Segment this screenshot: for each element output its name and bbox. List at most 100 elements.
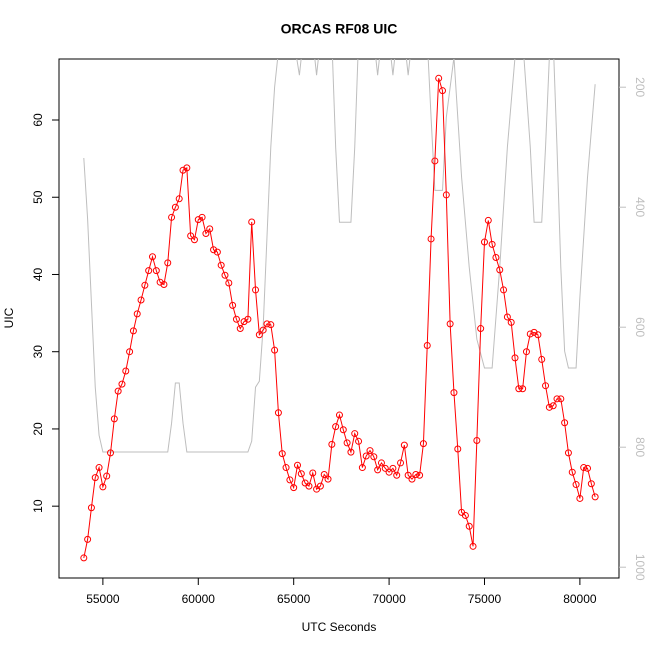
data-point: [141, 281, 149, 289]
data-point: [454, 445, 462, 453]
data-point: [439, 87, 447, 95]
data-point: [431, 157, 439, 165]
data-point: [473, 437, 481, 445]
data-point: [351, 430, 359, 438]
data-point: [190, 236, 198, 244]
plot-frame: [58, 58, 620, 579]
data-point: [343, 439, 351, 447]
data-point: [377, 459, 385, 467]
data-point: [404, 471, 412, 479]
x-tick-label: 80000: [563, 592, 597, 606]
data-point: [488, 240, 496, 248]
data-point: [500, 286, 508, 294]
data-point: [221, 271, 229, 279]
data-point: [522, 348, 530, 356]
data-point: [442, 191, 450, 199]
data-point: [99, 483, 107, 491]
data-point: [362, 452, 370, 460]
data-point: [549, 402, 557, 410]
data-point: [530, 328, 538, 336]
data-point: [171, 203, 179, 211]
data-point: [126, 348, 134, 356]
data-point: [332, 423, 340, 431]
data-point: [568, 468, 576, 476]
data-point: [137, 296, 145, 304]
data-point: [175, 195, 183, 203]
data-point: [91, 474, 99, 482]
data-point: [145, 267, 153, 275]
data-point: [419, 440, 427, 448]
data-point: [557, 395, 565, 403]
plot-area: [80, 59, 599, 562]
data-point: [229, 301, 237, 309]
data-point: [324, 475, 332, 483]
data-point: [496, 266, 504, 274]
y-tick-label: 50: [31, 190, 45, 204]
data-point: [168, 213, 176, 221]
data-point: [450, 389, 458, 397]
data-point: [370, 453, 378, 461]
y-tick-label: 40: [31, 267, 45, 281]
data-point: [561, 419, 569, 427]
y2-tick-label: 800: [633, 437, 647, 457]
data-point: [164, 259, 172, 267]
data-point: [320, 471, 328, 479]
y-tick-label: 20: [31, 422, 45, 436]
data-point: [84, 535, 92, 543]
data-point: [435, 74, 443, 82]
data-point: [393, 471, 401, 479]
data-point: [225, 279, 233, 287]
data-point: [187, 232, 195, 240]
data-point: [282, 464, 290, 472]
data-point: [210, 246, 218, 254]
data-point: [538, 355, 546, 363]
data-point: [328, 440, 336, 448]
data-point: [366, 447, 374, 455]
data-point: [572, 481, 580, 489]
data-point: [507, 318, 515, 326]
data-point: [576, 494, 584, 502]
y-tick-label: 10: [31, 499, 45, 513]
data-point: [294, 461, 302, 469]
x-tick-label: 60000: [182, 592, 216, 606]
data-point: [480, 238, 488, 246]
data-point: [553, 395, 561, 403]
data-point: [591, 493, 599, 501]
data-point: [255, 331, 263, 339]
data-point: [194, 216, 202, 224]
data-point: [477, 325, 485, 333]
data-point: [408, 475, 416, 483]
y-tick-label: 30: [31, 345, 45, 359]
data-point: [534, 331, 542, 339]
data-point: [232, 315, 240, 323]
data-point: [503, 313, 511, 321]
data-point: [252, 286, 260, 294]
data-point: [286, 476, 294, 484]
series-line: [83, 78, 596, 559]
data-point: [316, 482, 324, 490]
data-point: [236, 325, 244, 333]
x-tick-label: 55000: [86, 592, 120, 606]
y2-tick-label: 1000: [633, 554, 647, 581]
data-point: [580, 464, 588, 472]
y-tick-label: 60: [31, 113, 45, 127]
data-point: [297, 470, 305, 478]
data-point: [114, 387, 122, 395]
data-point: [469, 542, 477, 550]
x-tick-label: 65000: [277, 592, 311, 606]
data-point: [240, 318, 248, 326]
data-point: [339, 426, 347, 434]
data-point: [183, 164, 191, 172]
data-point: [484, 216, 492, 224]
data-point: [274, 409, 282, 417]
data-point: [118, 380, 126, 388]
data-point: [389, 464, 397, 472]
data-point: [133, 310, 141, 318]
data-point: [511, 354, 519, 362]
data-point: [278, 450, 286, 458]
data-point: [103, 472, 111, 480]
data-point: [213, 248, 221, 256]
series-line: [83, 59, 596, 453]
data-point: [80, 554, 88, 562]
